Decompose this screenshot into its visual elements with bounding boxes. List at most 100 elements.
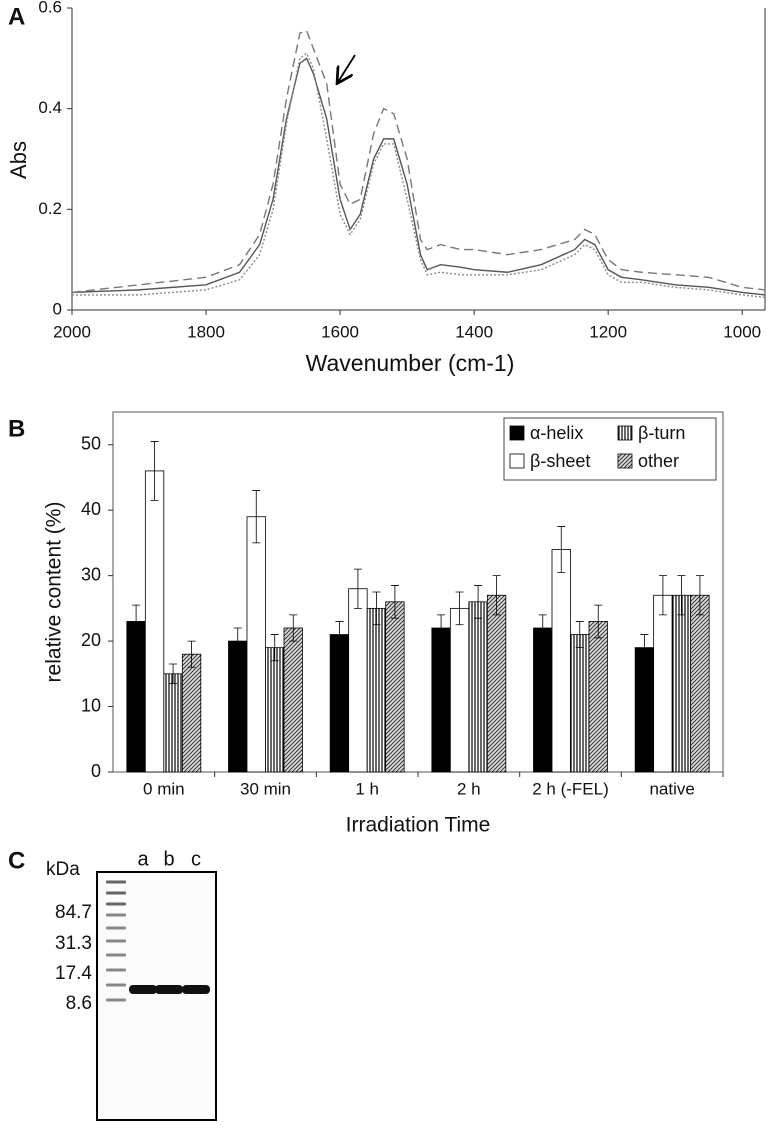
y-axis-label: Abs: [6, 141, 31, 179]
x-axis-label: Wavenumber (cm-1): [306, 350, 515, 376]
legend-box: [503, 417, 717, 481]
x-tick-label: 2 h: [457, 779, 481, 798]
error-bar: [150, 441, 159, 501]
gel: [96, 871, 217, 1121]
bar: [588, 621, 608, 773]
bar: [533, 627, 553, 773]
y-tick-label: 0: [91, 761, 101, 781]
error-bar: [390, 585, 399, 619]
x-tick-label: 1000: [723, 322, 761, 341]
error-bar: [492, 575, 501, 616]
lane-label: a: [137, 848, 149, 870]
bar: [348, 588, 368, 773]
error-bar: [353, 568, 362, 609]
ladder-band: [106, 968, 126, 972]
error-bar: [252, 490, 261, 544]
legend-label: β-turn: [638, 423, 685, 443]
bar: [671, 594, 692, 773]
error-bar: [270, 634, 279, 662]
error-bar: [187, 640, 196, 668]
panel-label: B: [8, 415, 25, 442]
x-tick-label: native: [649, 779, 694, 798]
protein-band: [129, 985, 157, 994]
y-tick-label: 40: [81, 499, 101, 519]
ladder-band: [106, 953, 126, 957]
protein-band: [155, 985, 183, 994]
error-bar: [695, 575, 704, 616]
error-bar: [538, 614, 547, 642]
marker-label: 84.7: [55, 902, 92, 923]
x-tick-label: 1400: [455, 322, 493, 341]
bar: [144, 470, 165, 773]
axis-frame: [71, 8, 766, 311]
error-bar: [169, 663, 178, 685]
protein-band: [182, 985, 210, 994]
y-tick-label: 0.6: [38, 0, 62, 16]
panel-label: A: [8, 3, 25, 30]
x-axis-label: Irradiation Time: [346, 814, 491, 837]
bar: [634, 647, 655, 773]
bar: [486, 594, 507, 773]
legend-label: other: [638, 451, 679, 471]
y-tick-label: 10: [81, 695, 101, 715]
bar: [653, 594, 673, 773]
spectrum-line: [71, 29, 766, 294]
x-tick-label: 1 h: [355, 779, 379, 798]
error-bar: [437, 614, 446, 642]
error-bar: [658, 575, 667, 616]
bar: [385, 601, 405, 773]
error-bar: [594, 604, 603, 639]
error-bar: [474, 585, 483, 619]
legend-swatch: [509, 453, 525, 469]
error-bar: [289, 614, 298, 642]
bar: [228, 640, 248, 773]
bar: [468, 601, 488, 773]
error-bar: [677, 575, 686, 616]
legend-label: β-sheet: [530, 451, 590, 471]
lane-label: c: [191, 848, 201, 870]
error-bar: [372, 591, 381, 626]
bar: [431, 627, 451, 773]
error-bar: [132, 604, 141, 639]
bar: [570, 634, 590, 773]
bar: [265, 647, 285, 773]
x-tick-label: 2000: [53, 322, 91, 341]
ladder-band: [106, 902, 126, 906]
ladder-band: [106, 913, 126, 917]
x-tick-label: 0 min: [143, 779, 185, 798]
x-tick-label: 1800: [187, 322, 225, 341]
y-axis-label: relative content (%): [43, 502, 66, 683]
bar: [449, 607, 470, 773]
ladder-band: [106, 939, 126, 943]
x-tick-label: 2 h (-FEL): [532, 779, 609, 798]
panel-label: C: [8, 847, 25, 874]
marker-label: 17.4: [55, 963, 92, 984]
bar: [181, 653, 202, 773]
y-tick-label: 50: [81, 433, 101, 453]
y-tick-label: 0.4: [38, 98, 62, 117]
error-bar: [575, 621, 584, 649]
ladder-band: [106, 983, 126, 987]
y-tick-label: 20: [81, 630, 101, 650]
bar: [163, 673, 183, 773]
bar: [246, 516, 266, 773]
marker-label: 31.3: [55, 933, 92, 954]
ladder-band: [106, 891, 126, 895]
x-tick-label: 30 min: [240, 779, 291, 798]
x-tick-label: 1600: [321, 322, 359, 341]
error-bar: [455, 591, 464, 626]
y-tick-label: 30: [81, 564, 101, 584]
y-tick-label: 0.2: [38, 199, 62, 218]
bar: [366, 607, 387, 773]
bar: [329, 634, 350, 773]
ladder-band: [106, 998, 126, 1002]
bar: [283, 627, 303, 773]
annotation-arrow: [338, 54, 356, 82]
error-bar: [640, 634, 649, 662]
bar: [126, 621, 146, 773]
spectrum-line: [71, 57, 766, 296]
error-bar: [335, 621, 344, 649]
lane-label: b: [163, 848, 174, 870]
